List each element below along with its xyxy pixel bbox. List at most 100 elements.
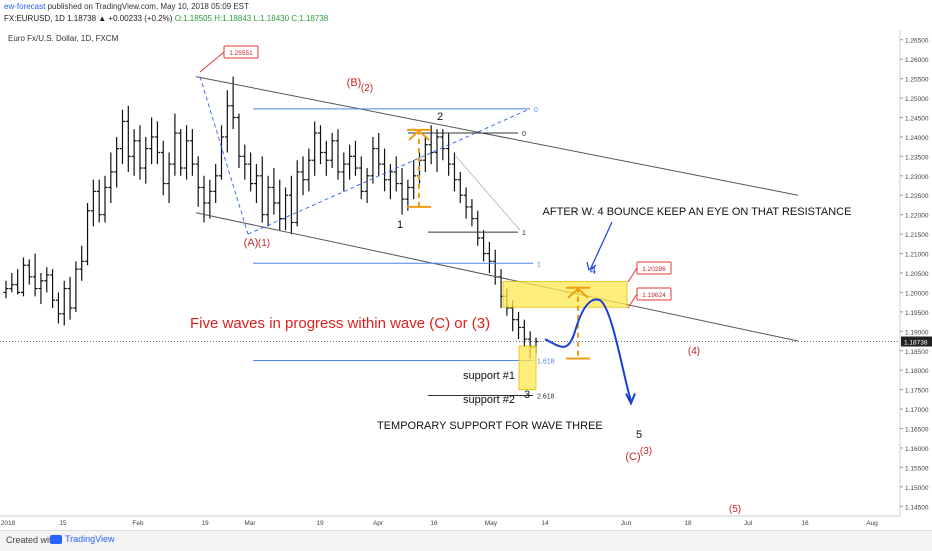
candle-bar [160, 140, 166, 196]
candle-bar [457, 171, 463, 204]
candle-bar [207, 179, 213, 219]
x-tick-label: 18 [684, 520, 692, 527]
candle-bar [387, 164, 393, 200]
bracket-arrow [408, 129, 430, 141]
fib-level-label: 1.618 [537, 358, 555, 365]
measure-bracket-2 [566, 286, 590, 360]
annotation-pointer-head [586, 261, 597, 272]
candle-bar [347, 144, 353, 180]
candle-bar [248, 152, 254, 192]
chart-area[interactable]: 1.26500 1.26000 1.25500 1.25000 1.24500 1.240… [0, 30, 932, 530]
y-tick-label: 1.25000 [905, 96, 929, 103]
candle-bar [283, 187, 289, 231]
candle-bar [358, 156, 364, 200]
candle-bar [44, 267, 50, 293]
wave-label-a: (A) [244, 237, 259, 249]
candle-bar [26, 259, 32, 285]
price-flag-upper-label: 1.20286 [642, 266, 666, 273]
ohlc-low: L:1.18430 [253, 14, 290, 23]
price-flag-high-box [223, 45, 259, 59]
candle-bar [114, 136, 120, 188]
candle-bar [288, 175, 294, 235]
wave-label-1: (1) [258, 238, 270, 249]
candle-bar [242, 144, 248, 180]
price-chart[interactable]: 1.26500 1.26000 1.25500 1.25000 1.24500 1.240… [0, 30, 932, 530]
footer-bar: Created with TradingView [0, 530, 932, 551]
y-tick-label: 1.16500 [905, 427, 929, 434]
annotation-five-waves: Five waves in progress within wave (C) o… [190, 315, 490, 332]
candle-bar [259, 156, 265, 223]
y-tick-label: 1.19500 [905, 310, 929, 317]
thin-trend-line [455, 156, 521, 231]
upper-channel-line [195, 76, 799, 196]
symbol-text: FX:EURUSD, 1D 1.18738 ▲ +0.00233 (+0.2%) [4, 14, 173, 23]
lower-channel-line [195, 212, 799, 342]
y-tick-label: 1.15500 [905, 465, 929, 472]
price-flag-upper-leader [627, 267, 638, 283]
candle-bar [265, 175, 271, 227]
x-tick-label: Jul [744, 520, 753, 527]
candle-bar [463, 187, 469, 219]
candle-bar [90, 179, 96, 227]
candle-bar [67, 276, 73, 320]
candle-bar [172, 113, 178, 176]
y-tick-label: 1.22500 [905, 193, 929, 200]
wave-label-4-major: (4) [688, 346, 700, 357]
candle-bar [102, 175, 108, 223]
candle-bar [61, 280, 67, 326]
candle-bar [230, 76, 236, 130]
fib-level-label: 2.618 [537, 393, 555, 400]
chart-title: Euro Fx/U.S. Dollar, 1D, FXCM [8, 34, 119, 43]
candle-bar [32, 253, 38, 297]
candle-bar [335, 129, 341, 180]
candle-bar [73, 261, 79, 312]
price-flag-high-label: 1.25551 [229, 50, 253, 57]
x-tick-label: May [485, 520, 498, 527]
candle-bar [469, 199, 475, 227]
candle-bar [411, 160, 417, 200]
y-tick-label: 1.17500 [905, 388, 929, 395]
tradingview-logo-icon [50, 535, 62, 545]
candle-bar [79, 245, 85, 281]
y-tick-label: 1.18500 [905, 349, 929, 356]
candle-bar [294, 160, 300, 227]
publish-line: ew-forecast published on TradingView.com… [4, 2, 249, 11]
fib-level-label: 1 [537, 261, 541, 268]
candle-bar [96, 179, 102, 223]
resistance-zone [502, 281, 628, 308]
candle-bar [38, 273, 44, 305]
candle-bar [131, 129, 137, 176]
projection-path [544, 298, 632, 402]
projection-arrowhead [625, 393, 636, 406]
candle-bar [50, 269, 56, 308]
candle-bar [149, 117, 155, 165]
x-tick-label: Mar [244, 520, 256, 527]
candle-bar [55, 292, 61, 324]
wave-label-5: 5 [636, 429, 642, 441]
candle-bar [154, 121, 160, 165]
candle-bar [143, 136, 149, 184]
candle-bar [213, 164, 219, 204]
y-tick-label: 1.20500 [905, 271, 929, 278]
y-tick-label: 1.23000 [905, 174, 929, 181]
candle-bar [399, 168, 405, 215]
ohlc-close: C:1.18738 [291, 14, 329, 23]
ohlc-high: H:1.18843 [214, 14, 252, 23]
candle-bar [370, 136, 376, 184]
y-tick-label: 1.18000 [905, 368, 929, 375]
x-tick-label: 2018 [1, 520, 16, 527]
author-link[interactable]: ew-forecast [4, 2, 46, 11]
candle-bar [341, 152, 347, 192]
candle-bar [119, 109, 125, 165]
x-tick-label: Feb [132, 520, 144, 527]
candle-bar [323, 140, 329, 176]
wave-label-1-minor: 1 [397, 219, 403, 231]
x-tick-label: 19 [316, 520, 324, 527]
fib-dash-line [247, 109, 529, 235]
candle-bar [306, 148, 312, 192]
chart-header: ew-forecast published on TradingView.com… [0, 0, 932, 30]
tradingview-brand[interactable]: TradingView [50, 534, 115, 545]
y-tick-label: 1.14500 [905, 504, 929, 511]
candle-bar [224, 90, 230, 153]
candle-bar [277, 179, 283, 231]
